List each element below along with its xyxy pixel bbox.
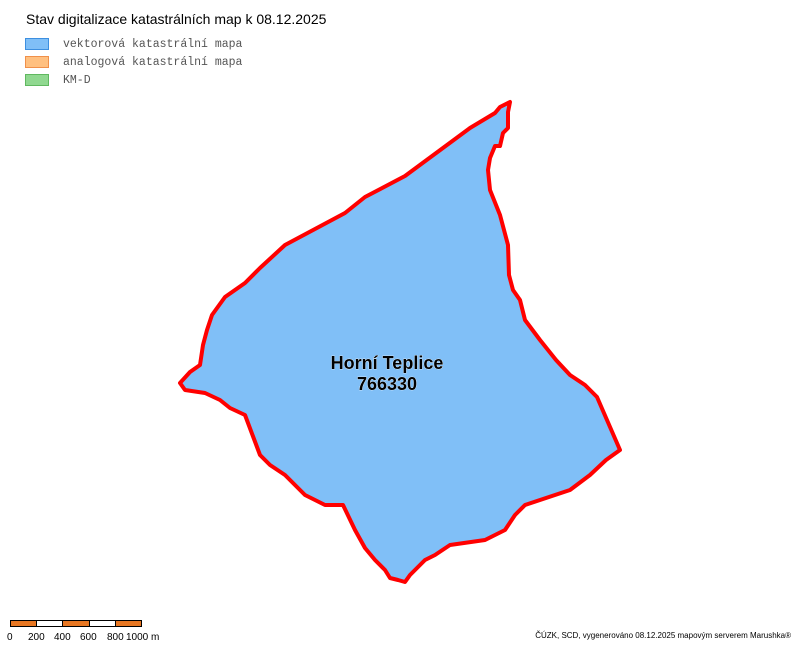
legend-item-analog: analogová katastrální mapa [25,53,242,71]
scale-label: 400 [54,632,71,643]
legend-item-vector: vektorová katastrální mapa [25,35,242,53]
legend-label: KM-D [63,73,91,87]
credit-text: ČÚZK, SCD, vygenerováno 08.12.2025 mapov… [535,631,791,640]
scale-bar: 0 200 400 600 800 1000 m [7,620,159,646]
legend-swatch-vector [25,38,49,50]
legend: vektorová katastrální mapa analogová kat… [25,35,242,89]
scale-segment [89,621,116,626]
cadastral-area-polygon[interactable] [178,100,622,584]
legend-item-kmd: KM-D [25,71,242,89]
scale-label: 800 [107,632,124,643]
scale-segment [37,621,64,626]
legend-swatch-kmd [25,74,49,86]
area-name-label: Horní Teplice [331,353,444,373]
legend-swatch-analog [25,56,49,68]
legend-label: vektorová katastrální mapa [63,37,243,51]
scale-segment [11,621,38,626]
scale-label: 600 [80,632,97,643]
area-code-label: 766330 [357,374,417,394]
scale-segment [115,621,142,626]
scale-label: 0 [7,632,13,643]
scale-label: 200 [28,632,45,643]
scale-segment [63,621,90,626]
scale-label: 1000 m [126,632,160,643]
legend-label: analogová katastrální mapa [63,55,243,69]
map-title: Stav digitalizace katastrálních map k 08… [26,11,327,27]
